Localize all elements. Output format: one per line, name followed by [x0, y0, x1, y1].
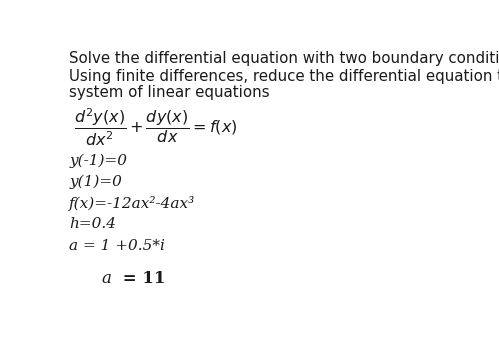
- Text: Solve the differential equation with two boundary conditions.: Solve the differential equation with two…: [69, 51, 499, 66]
- Text: Using finite differences, reduce the differential equation to a: Using finite differences, reduce the dif…: [69, 69, 499, 84]
- Text: y(-1)=0: y(-1)=0: [69, 154, 127, 168]
- Text: a: a: [101, 270, 111, 287]
- Text: a = 1 +0.5*i: a = 1 +0.5*i: [69, 239, 165, 252]
- Text: y(1)=0: y(1)=0: [69, 175, 122, 190]
- Text: = 11: = 11: [117, 270, 166, 287]
- Text: $\dfrac{d^2y(x)}{dx^2} + \dfrac{dy(x)}{dx} = f(x)$: $\dfrac{d^2y(x)}{dx^2} + \dfrac{dy(x)}{d…: [74, 106, 238, 148]
- Text: system of linear equations: system of linear equations: [69, 85, 270, 100]
- Text: h=0.4: h=0.4: [69, 217, 116, 232]
- Text: f(x)=-12ax²-4ax³: f(x)=-12ax²-4ax³: [69, 196, 196, 211]
